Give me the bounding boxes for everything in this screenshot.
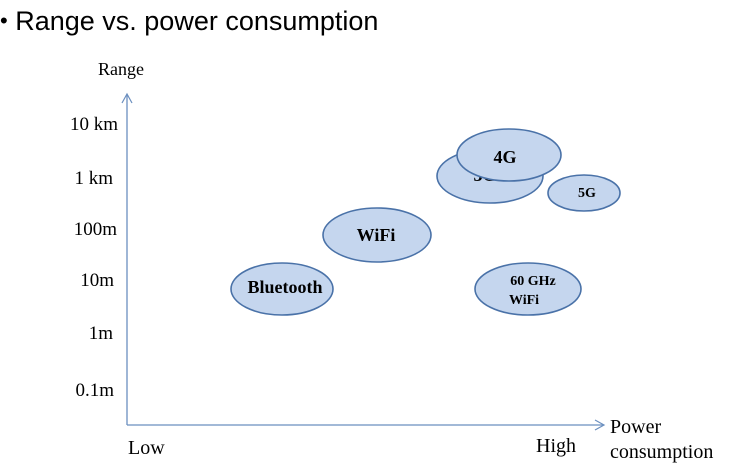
- y-tick-label: 1m: [89, 323, 114, 344]
- x-axis-label-line1: Power: [610, 416, 661, 438]
- technology-label: 4G: [493, 147, 516, 167]
- technology-label: Bluetooth: [247, 277, 322, 297]
- technology-ellipse: [474, 262, 582, 316]
- technology-5g: 5G: [547, 174, 621, 212]
- y-axis-label: Range: [98, 59, 144, 79]
- y-tick-label: 10 km: [70, 114, 118, 135]
- title-bullet-icon: •: [0, 8, 8, 33]
- technology-ellipse: [456, 128, 562, 182]
- technology-ellipse: [230, 262, 334, 316]
- y-tick-label: 10m: [80, 270, 114, 291]
- technology-ellipse: [547, 174, 621, 212]
- x-axis-label-line2: consumption: [610, 441, 713, 463]
- y-tick-label: 0.1m: [75, 380, 114, 401]
- technology-ellipse: [322, 207, 432, 263]
- slide-title: • Range vs. power consumption: [0, 6, 378, 37]
- title-text: Range vs. power consumption: [15, 6, 379, 36]
- technology-wifi: WiFi: [322, 207, 432, 263]
- technology-label: 5G: [578, 186, 596, 201]
- x-axis-low-label: Low: [128, 437, 165, 459]
- technology-4g: 4G: [456, 128, 562, 182]
- technology-label-line1: 60 GHz: [510, 274, 556, 289]
- technology-60ghz-wifi: 60 GHz WiFi: [474, 262, 582, 316]
- technology-label: WiFi: [357, 225, 396, 245]
- y-tick-label: 1 km: [74, 168, 113, 189]
- y-tick-label: 100m: [74, 219, 118, 240]
- x-axis-high-label: High: [536, 435, 576, 457]
- technology-label-line2: WiFi: [509, 293, 539, 308]
- technology-bluetooth: Bluetooth: [230, 262, 334, 316]
